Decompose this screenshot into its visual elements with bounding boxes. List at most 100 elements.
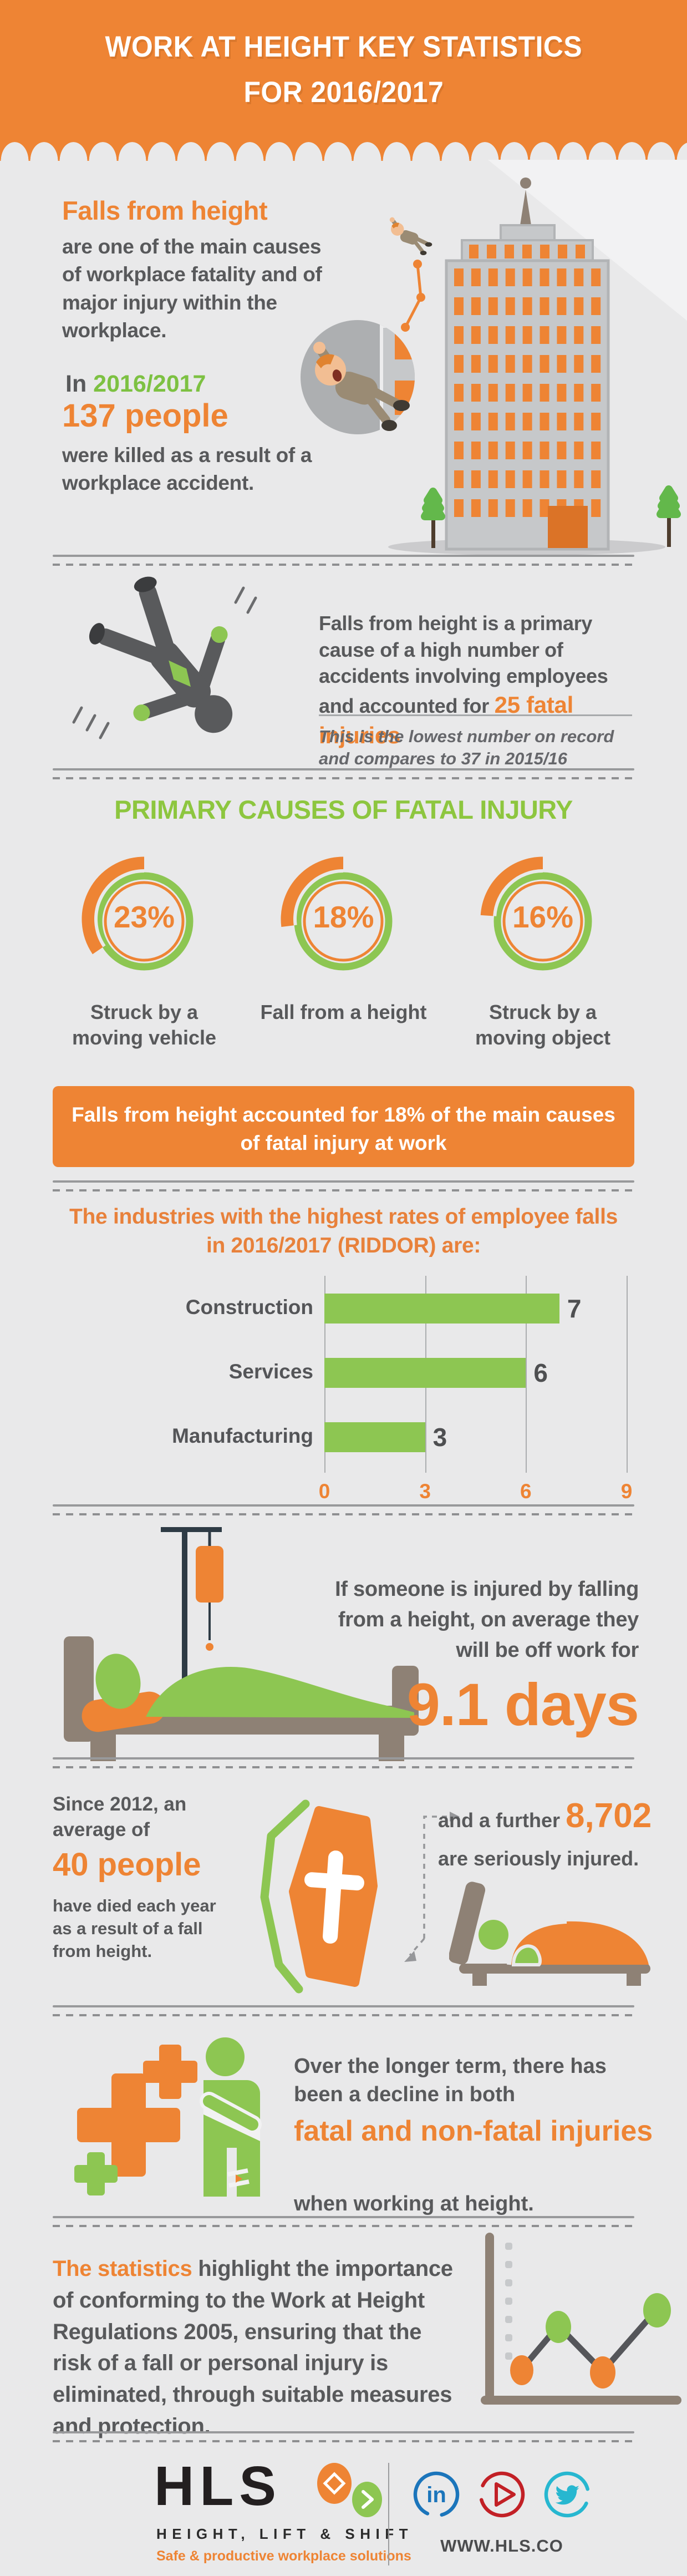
section-divider bbox=[53, 2005, 634, 2017]
donut-ring-icon bbox=[480, 856, 592, 971]
bar-construction bbox=[324, 1294, 559, 1324]
tree-icon-right bbox=[657, 485, 681, 547]
intro-year-value: 2016/2017 bbox=[93, 371, 206, 397]
banner-line1: Falls from height accounted for 18% of t… bbox=[72, 1103, 615, 1126]
donut-value: 18% bbox=[313, 900, 374, 934]
building-icon bbox=[445, 178, 610, 551]
donut-chart-0: 23% Struck by a moving vehicle bbox=[53, 851, 236, 1051]
gridline bbox=[526, 1276, 527, 1473]
donut-chart-2: 16% Struck by a moving object bbox=[451, 851, 634, 1051]
fatal-lead: Falls from height is a primary cause of … bbox=[319, 612, 608, 717]
further-pre: and a further bbox=[438, 1809, 566, 1832]
falling-worker-small-icon bbox=[389, 217, 432, 256]
coffin-cross bbox=[304, 1850, 364, 1944]
social-icons: in bbox=[410, 2468, 593, 2521]
decline-lead: Over the longer term, there has been a d… bbox=[294, 2055, 607, 2107]
section-divider bbox=[53, 1504, 634, 1517]
since2012-post: have died each year as a result of a fal… bbox=[53, 1896, 216, 1961]
hls-tagline: Safe & productive workplace solutions bbox=[156, 2548, 411, 2564]
x-tick-label: 0 bbox=[318, 1480, 330, 1503]
intro-in-word: In bbox=[65, 371, 87, 397]
intro-heading: Falls from height bbox=[62, 196, 268, 225]
bar-value: 6 bbox=[533, 1358, 548, 1387]
donut-charts: 23% Struck by a moving vehicle 18% Fall fro… bbox=[53, 851, 634, 1051]
industries-heading: The industries with the highest rates of… bbox=[0, 1203, 687, 1260]
donut-chart-1: 18% Fall from a height bbox=[252, 851, 435, 1051]
footer-divider bbox=[388, 2463, 389, 2565]
section-divider bbox=[53, 555, 634, 567]
statistics-highlight: The statistics bbox=[53, 2256, 192, 2281]
intro-paragraph: are one of the main causes of workplace … bbox=[62, 235, 322, 342]
section-divider bbox=[53, 2216, 634, 2228]
injured-bed-icon bbox=[449, 1882, 650, 1986]
since2012-lead: Since 2012, an average of bbox=[53, 1793, 187, 1840]
hls-logo: HLS bbox=[154, 2455, 282, 2517]
causes-title: PRIMARY CAUSES OF FATAL INJURY bbox=[114, 795, 573, 824]
industries-heading-line2: in 2016/2017 (RIDDOR) are: bbox=[206, 1233, 481, 1257]
youtube-icon[interactable] bbox=[476, 2468, 528, 2521]
hls-logo-subtitle: HEIGHT, LIFT & SHIFT bbox=[156, 2526, 413, 2542]
bar-value: 7 bbox=[567, 1294, 582, 1323]
bar-manufacturing bbox=[324, 1422, 425, 1452]
x-tick-label: 3 bbox=[419, 1480, 431, 1503]
section-divider bbox=[53, 768, 634, 780]
offwork-text: If someone is injured by falling from a … bbox=[335, 1578, 639, 1662]
bar-category-label: Manufacturing bbox=[172, 1424, 313, 1447]
patient-icon bbox=[82, 1654, 414, 1732]
twitter-icon[interactable] bbox=[541, 2468, 593, 2521]
tree-icon-left bbox=[421, 488, 445, 548]
scalloped-edge bbox=[0, 142, 687, 161]
hospital-bed-illustration bbox=[64, 1527, 419, 1761]
bar-chart-x-ticks: 0 3 6 9 bbox=[319, 1480, 633, 1503]
linkedin-icon[interactable]: in bbox=[410, 2468, 462, 2521]
iv-drip-icon bbox=[161, 1527, 223, 1722]
statistics-rest: highlight the importance of conforming t… bbox=[53, 2256, 453, 2438]
donut-value: 16% bbox=[512, 900, 574, 934]
donut-label: Fall from a height bbox=[260, 1001, 427, 1023]
section-divider bbox=[53, 2431, 634, 2443]
x-tick-label: 6 bbox=[520, 1480, 532, 1503]
note-divider bbox=[319, 714, 632, 716]
green-cross-icon bbox=[74, 2152, 118, 2195]
donut-label: Struck by a moving vehicle bbox=[72, 1001, 217, 1049]
decline-highlight: fatal and non-fatal injuries bbox=[294, 2115, 653, 2147]
offwork-days: 9.1 days bbox=[406, 1671, 639, 1738]
donut-value: 23% bbox=[113, 900, 175, 934]
zoom-callout-line bbox=[401, 260, 425, 332]
since2012-count: 40 people bbox=[53, 1847, 201, 1883]
intro-year-line: In 2016/2017 bbox=[65, 371, 206, 398]
bar-category-label: Services bbox=[228, 1360, 313, 1383]
bar-chart-plot: 7 6 3 bbox=[324, 1276, 628, 1473]
x-tick-label: 9 bbox=[620, 1480, 633, 1503]
section-divider bbox=[53, 1757, 634, 1769]
bar-category-label: Construction bbox=[185, 1296, 313, 1319]
patient-standing-icon bbox=[200, 2037, 262, 2197]
falling-silhouette-icon bbox=[72, 576, 257, 739]
falling-worker-closeup-icon bbox=[313, 342, 410, 431]
fatal-injuries-text: Falls from height is a primary cause of … bbox=[319, 610, 646, 751]
donut-ring-icon bbox=[281, 856, 393, 971]
svg-text:in: in bbox=[426, 2483, 446, 2507]
page-title: WORK AT HEIGHT KEY STATISTICS FOR 2016/2… bbox=[0, 24, 687, 115]
orange-cross-big-icon bbox=[77, 2073, 180, 2177]
further-injured-line1: and a further 8,702 bbox=[438, 1796, 671, 1835]
motion-lines bbox=[72, 586, 257, 739]
building-windows bbox=[454, 268, 601, 517]
further-injured-line2: are seriously injured. bbox=[438, 1847, 639, 1870]
fatal-note: This is the lowest number on record and … bbox=[319, 727, 614, 769]
banner-line2: of fatal injury at work bbox=[240, 1132, 447, 1155]
injured-person-crosses-icon bbox=[74, 2037, 262, 2197]
fatal-highlight: 25 fatal injuries bbox=[319, 691, 573, 748]
industries-heading-line1: The industries with the highest rates of… bbox=[69, 1205, 618, 1229]
axis-dots bbox=[505, 2243, 512, 2360]
causes-banner: Falls from height accounted for 18% of t… bbox=[53, 1086, 634, 1167]
further-count: 8,702 bbox=[566, 1797, 652, 1835]
coffin-icon bbox=[260, 1799, 378, 1994]
page-title-line1: WORK AT HEIGHT KEY STATISTICS bbox=[105, 31, 582, 63]
line-chart-icon bbox=[481, 2233, 681, 2405]
bar-services bbox=[324, 1358, 526, 1388]
dashed-arrows-connector bbox=[404, 1812, 460, 1962]
donut-ring-icon bbox=[82, 856, 193, 971]
footer-url: WWW.HLS.CO bbox=[440, 2536, 563, 2555]
